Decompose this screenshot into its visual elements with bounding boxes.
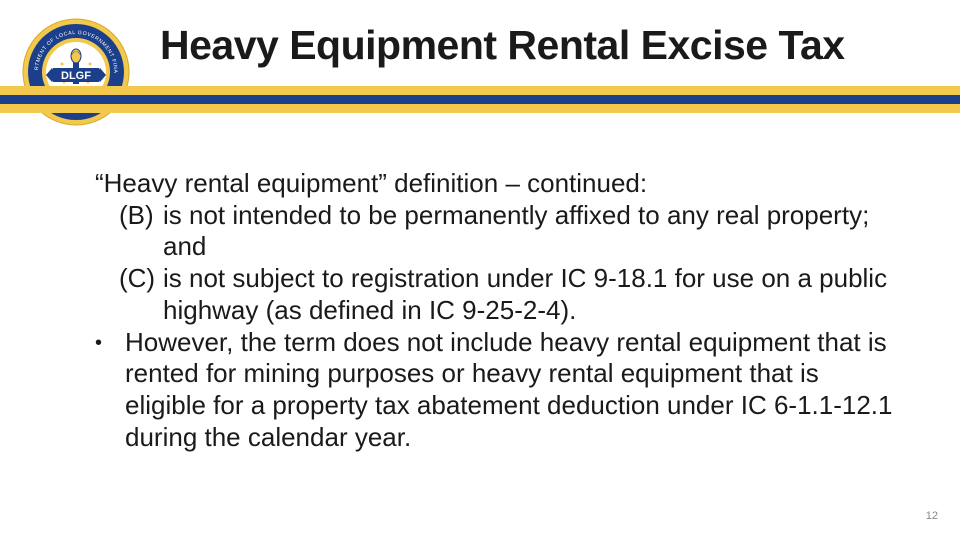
seal-center-label: DLGF [61, 70, 91, 82]
body-content: “Heavy rental equipment” definition – co… [95, 168, 895, 453]
exclusion-text: However, the term does not include heavy… [125, 327, 895, 454]
stripe-gold-bottom [0, 104, 960, 113]
stripe-gold-top [0, 86, 960, 95]
page-title: Heavy Equipment Rental Excise Tax [160, 22, 845, 69]
sub-text-b: is not intended to be permanently affixe… [163, 200, 895, 263]
header: DEPARTMENT OF LOCAL GOVERNMENT FINANCE D… [0, 0, 960, 140]
sub-marker-c: (C) [119, 263, 163, 326]
stripe-blue-mid [0, 95, 960, 104]
sub-text-c: is not subject to registration under IC … [163, 263, 895, 326]
sub-marker-b: (B) [119, 200, 163, 263]
definition-sub-b: (B) is not intended to be permanently af… [95, 200, 895, 263]
header-stripes [0, 86, 960, 113]
definition-intro: “Heavy rental equipment” definition – co… [95, 168, 895, 200]
definition-sub-c: (C) is not subject to registration under… [95, 263, 895, 326]
page-number: 12 [926, 510, 938, 522]
bullet-dot-icon: • [95, 327, 125, 454]
exclusion-bullet: • However, the term does not include hea… [95, 327, 895, 454]
